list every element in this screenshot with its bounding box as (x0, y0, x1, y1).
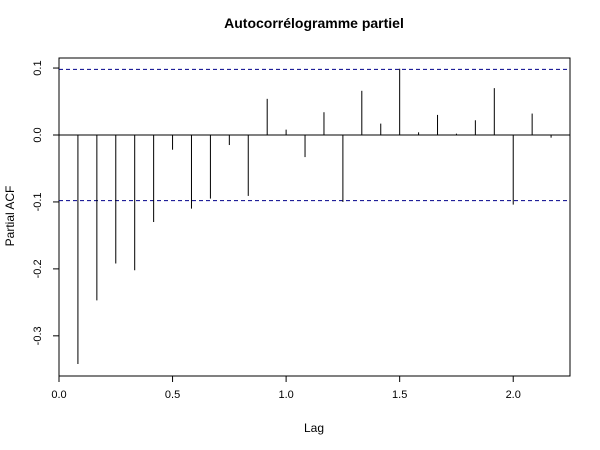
y-tick-label: -0.3 (32, 326, 44, 345)
y-tick-label: -0.2 (32, 259, 44, 278)
x-tick-label: 1.5 (392, 389, 407, 401)
plot-frame (58, 57, 571, 377)
plot-area: 0.0 0.5 1.0 1.5 2.0 -0.3 -0.2 -0.1 0.0 0.1 (32, 57, 571, 401)
y-tick-label: -0.1 (32, 192, 44, 211)
x-tick-label: 1.0 (278, 389, 293, 401)
y-tick-label: 0.1 (32, 60, 44, 75)
y-axis-label: Partial ACF (3, 186, 17, 247)
chart-title: Autocorrélogramme partiel (224, 15, 404, 31)
y-tick-label: 0.0 (32, 127, 44, 142)
x-tick-label: 2.0 (506, 389, 521, 401)
x-tick-label: 0.5 (165, 389, 180, 401)
x-tick-label: 0.0 (51, 389, 66, 401)
x-axis-label: Lag (304, 421, 324, 435)
